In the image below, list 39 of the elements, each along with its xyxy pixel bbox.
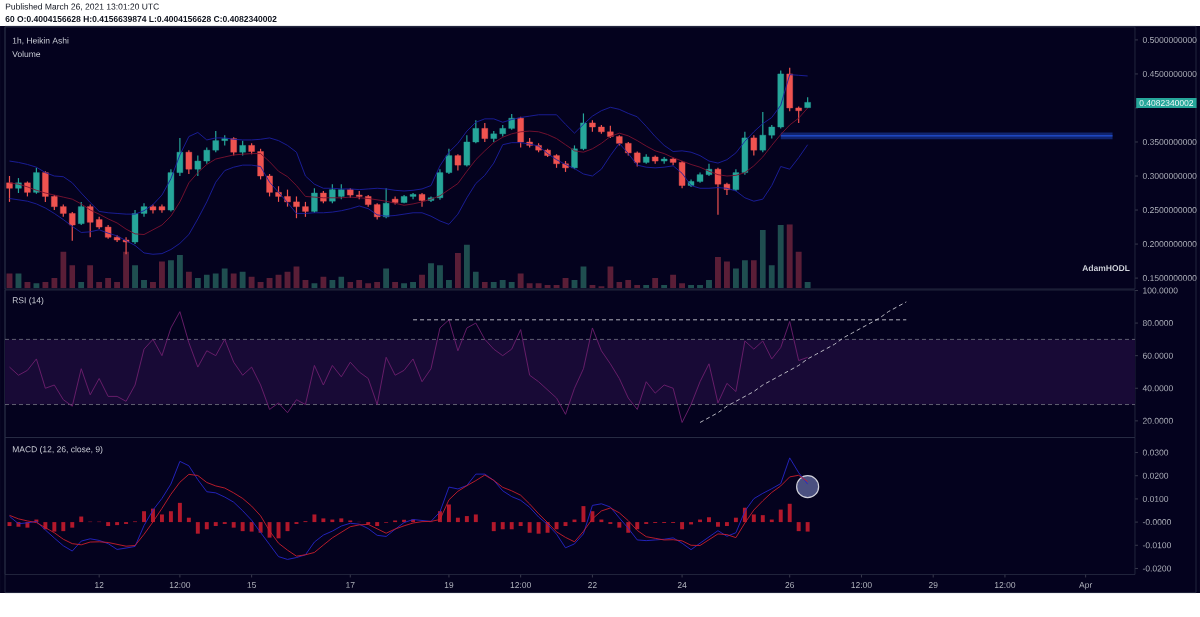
y-tick-label: 0.4500000000	[1142, 70, 1197, 77]
text: 0.4082340002	[1139, 99, 1194, 106]
x-tick-label: 12:00	[851, 582, 872, 589]
x-tick-label: 12:00	[510, 582, 531, 589]
text: RSI (14)	[12, 297, 44, 305]
annotation: AdamHODL	[1082, 264, 1130, 272]
x-tick-label: 17	[346, 582, 355, 588]
x-tick-label: Apr	[1079, 582, 1093, 590]
x-tick-label: 26	[785, 582, 795, 589]
x-tick-label: 22	[588, 582, 597, 588]
y-tick-label: 0.2500000000	[1142, 207, 1197, 214]
y-tick-label: 0.0200	[1142, 472, 1169, 479]
text: 1h, Heikin Ashi	[12, 37, 69, 45]
x-tick-label: 19	[444, 582, 454, 589]
y-tick-label: 0.1500000000	[1142, 275, 1197, 282]
y-tick-label: -0.0100	[1142, 542, 1171, 549]
y-tick-label: -0.0000	[1142, 519, 1171, 526]
y-tick-label: 20.0000	[1142, 417, 1173, 424]
y-tick-label: 0.5000000000	[1142, 36, 1197, 43]
y-tick-label: 0.0100	[1142, 495, 1169, 502]
x-tick-label: 29	[928, 582, 938, 589]
y-tick-label: 0.3000000000	[1142, 173, 1197, 180]
text: Published March 26, 2021 13:01:20 UTC	[5, 3, 159, 11]
text: 60 O:0.4004156628 H:0.4156639874 L:0.4004156628 C:0.4082340002	[5, 15, 277, 22]
y-tick-label: 80.0000	[1142, 320, 1173, 327]
chart-title: Volume	[12, 50, 41, 58]
text: MACD (12, 26, close, 9)	[12, 446, 103, 454]
y-tick-label: 100.0000	[1143, 287, 1178, 294]
x-tick-label: 24	[677, 582, 687, 588]
y-tick-label: -0.0200	[1142, 565, 1171, 572]
x-tick-label: 12:00	[169, 582, 191, 589]
y-tick-label: 0.2000000000	[1142, 241, 1197, 248]
y-tick-label: 0.3500000000	[1142, 138, 1197, 145]
x-tick-label: 12	[95, 582, 104, 588]
y-tick-label: 60.0000	[1142, 352, 1173, 359]
x-tick-label: 15	[247, 582, 256, 588]
y-tick-label: 40.0000	[1142, 385, 1173, 392]
x-tick-label: 12:00	[994, 582, 1016, 589]
y-tick-label: 0.0300	[1142, 449, 1169, 456]
